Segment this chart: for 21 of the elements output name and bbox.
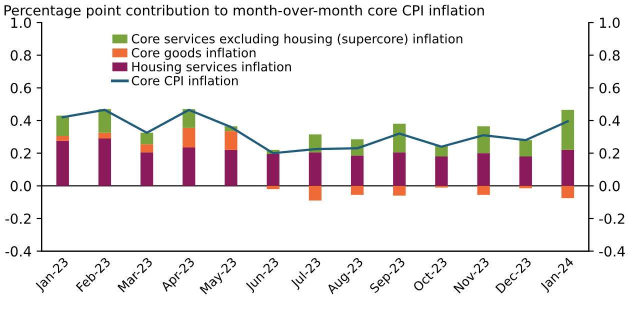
y2-tick-label: 0.4 xyxy=(599,115,620,126)
y-tick-label: 0.2 xyxy=(10,148,30,159)
y-tick-label: -0.4 xyxy=(5,246,32,257)
y2-tick-label: -0.2 xyxy=(599,213,624,224)
legend-label: Housing services inflation xyxy=(132,62,291,74)
y-tick-label: 0.8 xyxy=(10,50,31,61)
y-tick-label: 0.6 xyxy=(10,82,32,94)
legend-label: Core services excluding housing (supercore) inflation xyxy=(132,34,462,46)
legend-label: Core CPI inflation xyxy=(132,76,238,86)
y-tick-label: 0.0 xyxy=(10,180,31,192)
y2-tick-label: 0.0 xyxy=(599,180,620,192)
y-tick-label: 1.0 xyxy=(11,18,31,28)
chart-title: Percentage point contribution to month-over-month core CPI inflation xyxy=(4,4,484,18)
y2-tick-label: 1.0 xyxy=(600,18,620,28)
y2-tick-label: -0.4 xyxy=(599,246,625,257)
legend-label: Core goods inflation xyxy=(132,48,256,60)
y-tick-label: 0.4 xyxy=(10,115,32,126)
y-tick-label: -0.2 xyxy=(5,213,30,224)
y2-tick-label: 0.8 xyxy=(599,50,620,61)
y2-tick-label: 0.2 xyxy=(599,148,620,159)
y2-tick-label: 0.6 xyxy=(599,82,620,94)
